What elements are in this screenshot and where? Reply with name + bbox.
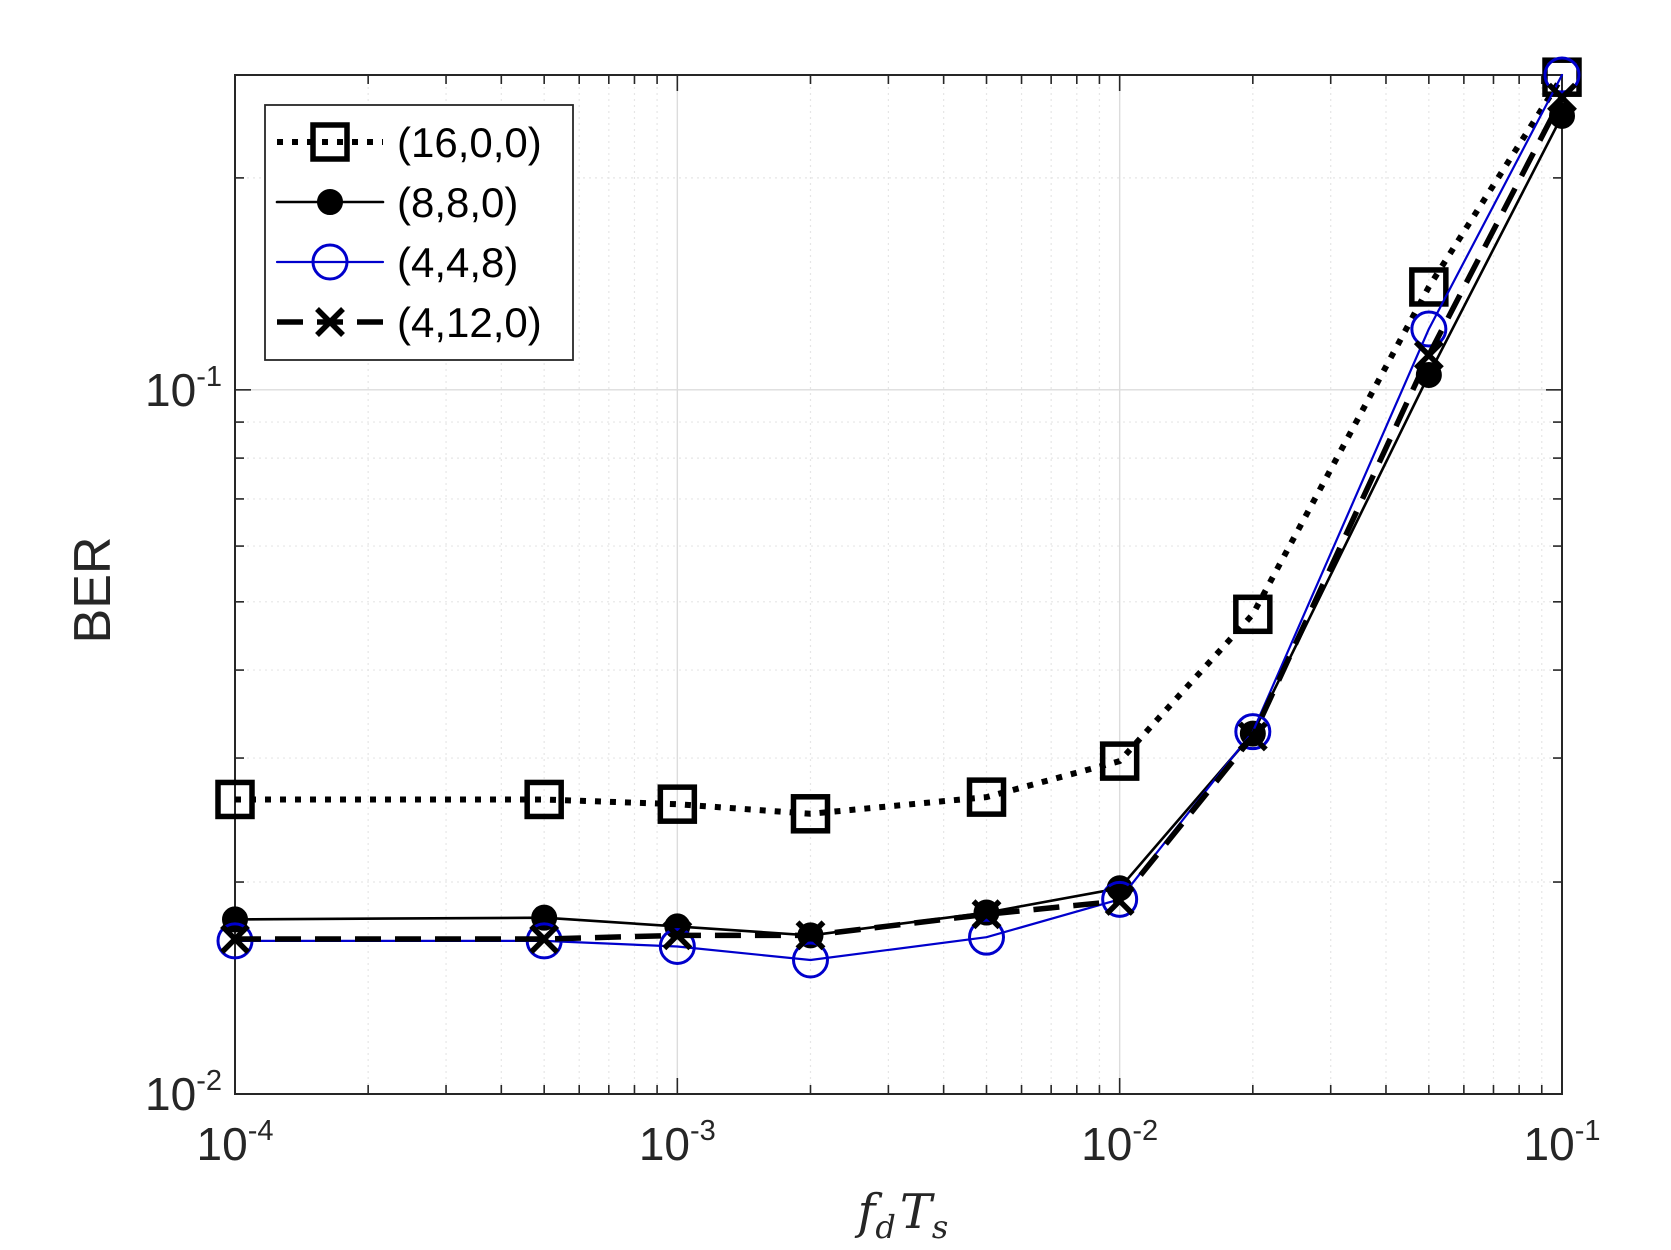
x-tick-label: 10-2 xyxy=(1081,1115,1158,1170)
legend-box xyxy=(264,104,574,361)
x-tick-label: 10-3 xyxy=(639,1115,716,1170)
data-point-filled-circle xyxy=(317,189,343,215)
data-point-square xyxy=(657,784,698,824)
data-point-x xyxy=(1547,82,1577,113)
legend-label: (4,12,0) xyxy=(397,299,542,346)
x-tick-label: 10-4 xyxy=(197,1115,274,1170)
data-point-square xyxy=(1099,741,1140,781)
series-layer xyxy=(215,56,1582,979)
data-point-square xyxy=(215,779,255,820)
series-line xyxy=(235,96,1565,942)
data-point-open-circle xyxy=(1234,713,1272,751)
data-point-square xyxy=(1409,267,1449,307)
axes xyxy=(234,74,1563,1095)
y-axis-label: BER xyxy=(64,537,122,644)
data-point-open-circle xyxy=(311,243,349,281)
legend-item: (16,0,0) xyxy=(277,119,542,166)
data-point-open-circle xyxy=(1543,56,1581,94)
x-tick-label: 10-1 xyxy=(1524,1115,1601,1170)
data-point-square xyxy=(790,794,831,834)
data-point-square xyxy=(524,779,564,820)
legend-item: (4,12,0) xyxy=(277,299,542,346)
x-axis-label: fdTs xyxy=(855,1184,949,1246)
data-point-open-circle xyxy=(658,927,696,965)
legend-label: (4,4,8) xyxy=(397,239,518,286)
data-point-x xyxy=(529,924,560,954)
series-line xyxy=(233,73,1564,962)
data-point-x xyxy=(220,924,250,954)
legend-label: (8,8,0) xyxy=(397,179,518,226)
legend-item: (8,8,0) xyxy=(275,179,518,226)
data-point-x xyxy=(971,899,1002,930)
data-point-x xyxy=(315,307,345,337)
data-point-x xyxy=(1104,886,1135,916)
data-point-x xyxy=(1413,340,1444,371)
data-point-square xyxy=(310,122,350,162)
series-3 xyxy=(220,82,1577,954)
data-point-open-circle xyxy=(1101,880,1139,918)
legend-item: (4,4,8) xyxy=(275,239,518,286)
legend-label: (16,0,0) xyxy=(397,119,542,166)
data-point-square xyxy=(1233,594,1273,635)
series-line xyxy=(235,75,1565,817)
legend: (16,0,0) (8,8,0) (4,4,8) (4,12,0) xyxy=(264,104,574,361)
y-tick-label: 10-2 xyxy=(145,1065,222,1120)
data-point-x xyxy=(1237,721,1268,752)
data-point-open-circle xyxy=(968,918,1006,956)
series-0 xyxy=(215,57,1582,834)
data-point-x xyxy=(662,920,693,951)
series-2 xyxy=(216,56,1581,979)
data-point-open-circle xyxy=(791,941,829,979)
data-point-square xyxy=(966,777,1007,817)
data-point-x xyxy=(795,920,826,951)
axes-box xyxy=(234,74,1563,1095)
data-point-filled-circle xyxy=(1549,102,1575,129)
y-tick-label: 10-1 xyxy=(145,361,222,416)
data-point-open-circle xyxy=(1410,310,1448,348)
tick-labels: 10-4 10-3 10-2 10-1 10-2 10-1 xyxy=(145,361,1600,1170)
